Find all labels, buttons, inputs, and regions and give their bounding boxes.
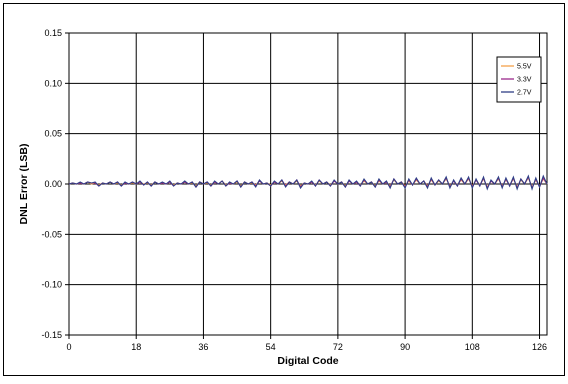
y-tick-labels: 0.15 0.10 0.05 0.00 -0.05 -0.10 -0.15 (41, 28, 62, 340)
y-axis-label: DNL Error (LSB) (18, 144, 30, 225)
grid-lines (65, 32, 547, 339)
legend-label: 3.3V (517, 77, 532, 84)
x-tick-label: 0 (66, 342, 71, 352)
legend[interactable]: 5.5V 3.3V 2.7V (496, 56, 542, 103)
x-tick-label: 90 (400, 342, 410, 352)
legend-label: 5.5V (517, 64, 532, 71)
x-tick-label: 18 (131, 342, 141, 352)
y-tick-label: -0.05 (41, 229, 62, 239)
y-tick-label: -0.15 (41, 330, 62, 340)
x-tick-label: 72 (333, 342, 343, 352)
x-tick-label: 36 (198, 342, 208, 352)
y-tick-label: -0.10 (41, 280, 62, 290)
y-tick-label: 0.15 (44, 28, 62, 38)
y-tick-label: 0.10 (44, 78, 62, 88)
y-tick-label: 0.00 (44, 179, 62, 189)
series-lines (68, 174, 548, 191)
x-axis-label: Digital Code (277, 355, 338, 367)
x-tick-labels: 0 18 36 54 72 90 108 126 (66, 342, 547, 352)
legend-label: 2.7V (517, 90, 532, 97)
series-line-3 (68, 174, 548, 191)
x-tick-label: 126 (532, 342, 547, 352)
y-tick-label: 0.05 (44, 129, 62, 139)
x-tick-label: 54 (266, 342, 276, 352)
x-tick-label: 108 (465, 342, 480, 352)
